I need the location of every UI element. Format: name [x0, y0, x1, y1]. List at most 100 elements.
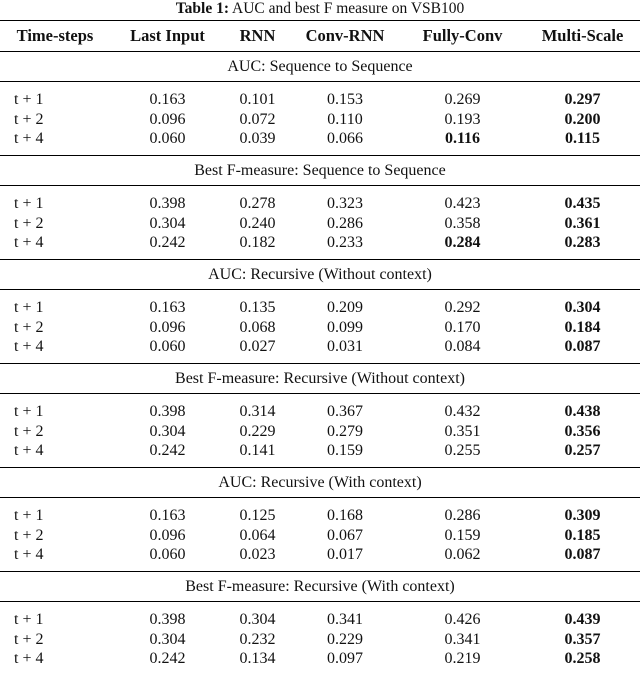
- caption-label: Table 1:: [175, 0, 229, 17]
- data-row: t + 4 0.060 0.027 0.031 0.084 0.087: [0, 338, 640, 364]
- cell: 0.031: [327, 338, 363, 355]
- section-heading: AUC: Recursive (Without context): [0, 259, 640, 290]
- cell: 0.279: [327, 422, 363, 440]
- cell: 0.398: [149, 611, 186, 628]
- cell: 0.159: [444, 526, 481, 544]
- cell: 0.168: [327, 507, 363, 524]
- cell: 0.229: [239, 422, 276, 440]
- data-row: t + 1 0.163 0.135 0.209 0.292 0.304: [0, 290, 640, 318]
- row-label: t + 2: [14, 318, 44, 336]
- column-header: Fully-Conv: [400, 20, 525, 52]
- cell: 0.066: [327, 130, 363, 147]
- cell: 0.064: [239, 526, 276, 544]
- cell: 0.233: [327, 234, 363, 251]
- row-label: t + 4: [14, 338, 44, 355]
- cell: 0.356: [564, 422, 601, 440]
- row-label: t + 2: [14, 214, 44, 232]
- cell: 0.284: [444, 234, 481, 251]
- cell: 0.060: [149, 130, 186, 147]
- section-heading: Best F-measure: Recursive (Without conte…: [0, 363, 640, 394]
- cell: 0.269: [444, 91, 481, 108]
- cell: 0.039: [239, 130, 276, 147]
- row-label: t + 4: [14, 234, 44, 251]
- row-label: t + 1: [14, 403, 44, 420]
- header-row: Time-steps Last Input RNN Conv-RNN Fully-Con…: [0, 20, 640, 52]
- cell: 0.351: [444, 422, 481, 440]
- cell: 0.297: [564, 91, 601, 108]
- row-label: t + 4: [14, 546, 44, 563]
- cell: 0.182: [239, 234, 276, 251]
- cell: 0.367: [327, 403, 363, 420]
- cell: 0.435: [564, 195, 601, 212]
- cell: 0.309: [564, 507, 601, 524]
- data-row: t + 2 0.096 0.072 0.110 0.193 0.200: [0, 109, 640, 130]
- cell: 0.017: [327, 546, 363, 563]
- cell: 0.060: [149, 338, 186, 355]
- cell: 0.304: [149, 630, 186, 648]
- data-row: t + 1 0.398 0.304 0.341 0.426 0.439: [0, 602, 640, 630]
- row-label: t + 1: [14, 195, 44, 212]
- cell: 0.255: [444, 442, 481, 459]
- data-row: t + 4 0.060 0.039 0.066 0.116 0.115: [0, 130, 640, 156]
- cell: 0.060: [149, 546, 186, 563]
- cell: 0.314: [239, 403, 276, 420]
- cell: 0.062: [444, 546, 481, 563]
- data-row: t + 2 0.096 0.064 0.067 0.159 0.185: [0, 525, 640, 546]
- cell: 0.232: [239, 630, 276, 648]
- cell: 0.304: [149, 214, 186, 232]
- cell: 0.240: [239, 214, 276, 232]
- data-row: t + 4 0.060 0.023 0.017 0.062 0.087: [0, 546, 640, 572]
- row-label: t + 1: [14, 91, 44, 108]
- cell: 0.341: [444, 630, 481, 648]
- cell: 0.423: [444, 195, 481, 212]
- section-row: AUC: Recursive (With context): [0, 467, 640, 498]
- cell: 0.027: [239, 338, 276, 355]
- cell: 0.200: [564, 110, 601, 128]
- cell: 0.125: [239, 507, 276, 524]
- data-row: t + 4 0.242 0.182 0.233 0.284 0.283: [0, 234, 640, 260]
- cell: 0.096: [149, 318, 186, 336]
- section-heading: AUC: Sequence to Sequence: [0, 51, 640, 82]
- cell: 0.358: [444, 214, 481, 232]
- cell: 0.163: [149, 507, 186, 524]
- table-caption: Table 1: AUC and best F measure on VSB10…: [0, 0, 640, 20]
- row-label: t + 1: [14, 611, 44, 628]
- cell: 0.426: [444, 611, 481, 628]
- section-heading: Best F-measure: Recursive (With context): [0, 571, 640, 602]
- cell: 0.242: [149, 234, 186, 251]
- cell: 0.116: [444, 130, 481, 147]
- cell: 0.072: [239, 110, 276, 128]
- cell: 0.286: [327, 214, 363, 232]
- cell: 0.193: [444, 110, 481, 128]
- row-label: t + 4: [14, 650, 44, 667]
- cell: 0.292: [444, 299, 481, 316]
- data-row: t + 2 0.304 0.229 0.279 0.351 0.356: [0, 421, 640, 442]
- row-label: t + 4: [14, 130, 44, 147]
- cell: 0.209: [327, 299, 363, 316]
- cell: 0.163: [149, 299, 186, 316]
- cell: 0.163: [149, 91, 186, 108]
- data-row: t + 1 0.398 0.278 0.323 0.423 0.435: [0, 186, 640, 214]
- cell: 0.283: [564, 234, 601, 251]
- caption-text: AUC and best F measure on VSB100: [232, 0, 465, 17]
- row-label: t + 4: [14, 442, 44, 459]
- cell: 0.134: [239, 650, 276, 667]
- cell: 0.257: [564, 442, 601, 459]
- section-row: Best F-measure: Recursive (With context): [0, 571, 640, 602]
- cell: 0.087: [564, 338, 601, 355]
- column-header: Multi-Scale: [525, 20, 640, 52]
- data-row: t + 2 0.304 0.232 0.229 0.341 0.357: [0, 629, 640, 650]
- section-row: Best F-measure: Recursive (Without conte…: [0, 363, 640, 394]
- data-row: t + 4 0.242 0.141 0.159 0.255 0.257: [0, 442, 640, 468]
- data-row: t + 1 0.398 0.314 0.367 0.432 0.438: [0, 394, 640, 422]
- cell: 0.398: [149, 195, 186, 212]
- cell: 0.304: [149, 422, 186, 440]
- cell: 0.304: [239, 611, 276, 628]
- column-header: RNN: [225, 20, 290, 52]
- cell: 0.361: [564, 214, 601, 232]
- row-label: t + 1: [14, 507, 44, 524]
- cell: 0.438: [564, 403, 601, 420]
- data-row: t + 4 0.242 0.134 0.097 0.219 0.258: [0, 650, 640, 675]
- cell: 0.068: [239, 318, 276, 336]
